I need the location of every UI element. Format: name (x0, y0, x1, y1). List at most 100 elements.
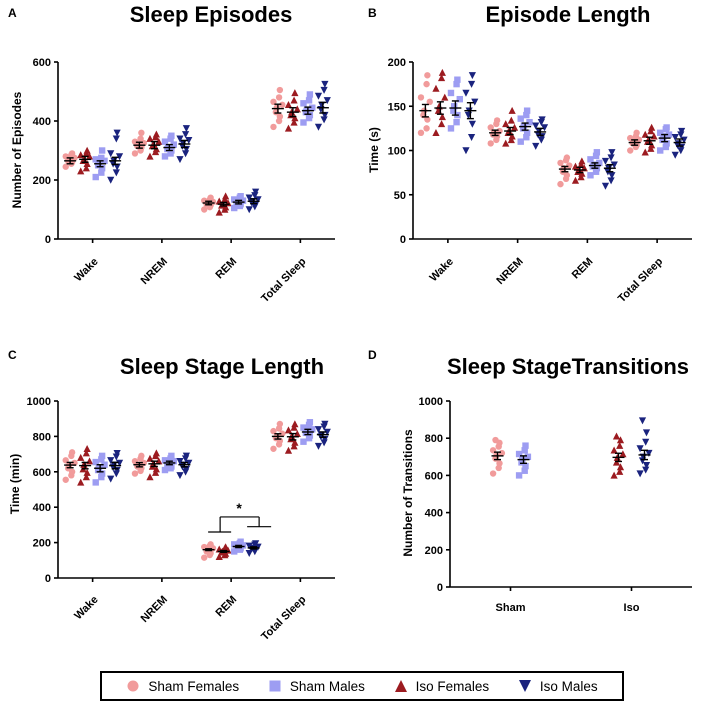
data-point (176, 135, 184, 143)
data-point (98, 169, 105, 176)
data-point (92, 156, 99, 163)
x-tick-label: NREM (139, 256, 170, 287)
data-point (607, 177, 615, 185)
data-point (306, 91, 314, 98)
data-point (115, 153, 124, 161)
data-point (441, 93, 449, 101)
data-point (131, 150, 139, 157)
data-point (557, 159, 564, 167)
data-point (98, 154, 105, 162)
data-point (636, 445, 644, 453)
data-point (423, 80, 430, 88)
data-point (456, 95, 463, 103)
data-point (462, 89, 470, 97)
panel-label-a: A (8, 6, 17, 20)
data-point (532, 122, 540, 130)
data-point (207, 194, 214, 201)
data-point (462, 147, 470, 155)
data-point (522, 442, 529, 449)
data-point (633, 129, 640, 136)
data-point (507, 116, 515, 124)
data-point (300, 438, 307, 445)
data-point (515, 450, 523, 458)
data-point (538, 116, 546, 124)
data-point (320, 116, 328, 124)
y-tick-label: 0 (400, 234, 406, 246)
y-tick-label: 400 (33, 116, 51, 128)
data-point (112, 135, 120, 143)
data-point (616, 463, 625, 471)
data-point (62, 163, 69, 170)
chart-title: Sleep Stage Length (120, 354, 324, 379)
y-tick-label: 0 (45, 234, 51, 246)
marks-layer: 0 200 400 600 800 1000 Sham Iso (419, 396, 692, 614)
data-point (182, 125, 190, 133)
data-point (270, 445, 277, 452)
data-point (300, 424, 307, 431)
data-point (170, 141, 177, 148)
y-tick-label: 200 (33, 538, 51, 550)
x-tick-label: Total Sleep (616, 255, 666, 305)
data-point (636, 470, 644, 478)
data-point (68, 150, 76, 157)
data-point (237, 538, 244, 545)
data-point (563, 154, 571, 161)
data-point (321, 420, 329, 428)
data-point (201, 197, 208, 204)
data-point (92, 458, 99, 466)
data-point (508, 106, 516, 114)
data-point (523, 129, 531, 136)
data-point (152, 449, 160, 457)
data-point (231, 548, 238, 555)
data-point (107, 475, 115, 483)
data-point (510, 123, 519, 131)
panel-episode-length: B Episode Length Time (s) 0 50 100 150 200 Wa… (367, 2, 692, 305)
data-point (284, 124, 293, 132)
data-point (77, 167, 85, 175)
data-point (161, 138, 169, 145)
data-point (291, 420, 299, 428)
data-point (275, 94, 283, 101)
x-tick-label: NREM (139, 594, 170, 625)
data-point (293, 429, 301, 437)
data-point (677, 131, 685, 139)
data-point (590, 161, 597, 168)
data-point (496, 460, 503, 467)
data-point (112, 169, 120, 177)
data-point (526, 118, 533, 126)
data-point (627, 147, 634, 154)
data-point (300, 119, 307, 126)
data-point (323, 97, 331, 105)
data-point (520, 122, 528, 129)
panel-sleep-stage-length: C Sleep Stage Length Time (min) 0 200 400 6… (8, 348, 335, 643)
data-point (77, 453, 85, 461)
data-point (566, 162, 573, 169)
data-point (98, 452, 106, 460)
data-point (426, 98, 433, 106)
data-point (592, 152, 600, 160)
legend-item-iso-females: Iso Females (394, 679, 489, 694)
data-point (321, 80, 329, 88)
y-tick-label: 400 (33, 502, 51, 514)
data-point (642, 438, 650, 446)
data-point (112, 453, 120, 461)
data-point (437, 120, 446, 128)
data-point (432, 129, 440, 136)
data-point (168, 463, 175, 470)
data-point (176, 457, 184, 465)
data-point (138, 129, 145, 136)
marks-layer: 0 200 400 600 Wake NREM REM Total Sleep (33, 57, 335, 305)
panel-label-b: B (368, 6, 377, 20)
y-tick-label: 150 (388, 101, 406, 113)
data-point (521, 447, 528, 454)
circle-marker-icon (127, 680, 139, 692)
data-point (645, 449, 653, 457)
y-tick-label: 600 (33, 57, 51, 69)
data-point (638, 417, 647, 425)
data-point (657, 129, 664, 136)
data-point (254, 196, 262, 204)
data-point (290, 96, 298, 104)
data-point (532, 142, 540, 150)
x-tick-label: REM (213, 594, 239, 620)
data-point (508, 132, 516, 140)
